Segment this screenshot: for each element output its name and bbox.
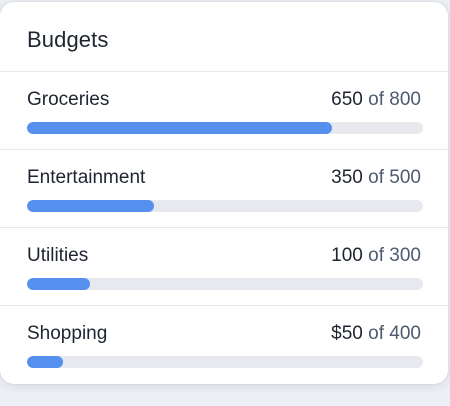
category-name: Groceries [27,89,110,110]
spent-amount: 100 [331,245,363,266]
budget-row-entertainment[interactable]: Entertainment 350 of 500 [0,150,448,228]
budget-row-header: Entertainment 350 of 500 [27,167,421,193]
card-header: Budgets [0,2,448,72]
budget-amount: $50 of 400 [331,323,421,345]
budget-list: Groceries 650 of 800 Entertainment 350 o… [0,72,448,384]
limit-amount: 800 [389,89,421,110]
of-label: of [368,89,385,110]
category-name: Utilities [27,245,89,266]
spent-amount: 350 [331,167,363,188]
category-name: Shopping [27,323,108,344]
budget-row-header: Shopping $50 of 400 [27,323,421,349]
budget-row-header: Groceries 650 of 800 [27,89,421,115]
progress-fill [27,278,91,290]
spent-amount: $50 [331,323,363,344]
category-name: Entertainment [27,167,146,188]
budget-amount: 100 of 300 [331,245,421,267]
limit-amount: 500 [389,167,421,188]
of-label: of [368,167,385,188]
budget-amount: 650 of 800 [331,89,421,111]
budget-row-utilities[interactable]: Utilities 100 of 300 [0,228,448,306]
budget-row-shopping[interactable]: Shopping $50 of 400 [0,306,448,384]
budgets-card: Budgets Groceries 650 of 800 Entertainme… [0,2,448,384]
progress-track [27,356,423,368]
progress-track [27,278,423,290]
budget-amount: 350 of 500 [331,167,421,189]
of-label: of [368,245,385,266]
of-label: of [368,323,385,344]
progress-fill [27,356,63,368]
limit-amount: 300 [389,245,421,266]
progress-track [27,200,423,212]
card-title: Budgets [27,27,109,52]
spent-amount: 650 [331,89,363,110]
budget-row-header: Utilities 100 of 300 [27,245,421,271]
progress-fill [27,122,332,134]
progress-fill [27,200,154,212]
budget-row-groceries[interactable]: Groceries 650 of 800 [0,72,448,150]
limit-amount: 400 [389,323,421,344]
progress-track [27,122,423,134]
